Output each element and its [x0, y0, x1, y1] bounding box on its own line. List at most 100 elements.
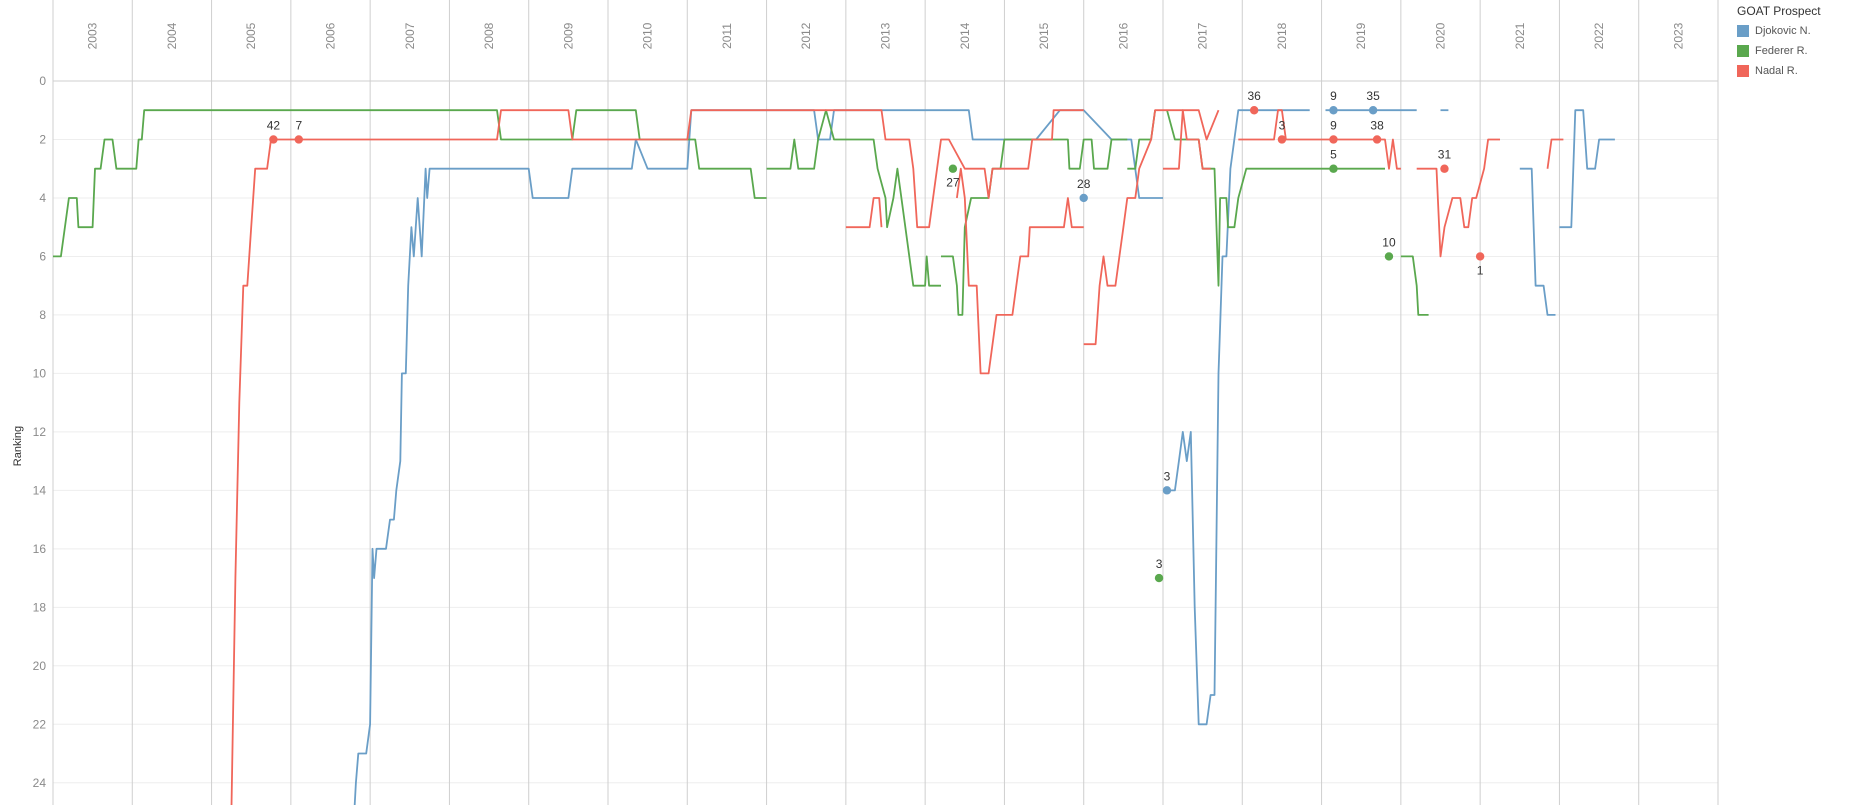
data-point-marker — [1440, 164, 1449, 173]
legend: GOAT Prospect Djokovic N. Federer R. Nadal… — [1737, 4, 1849, 81]
year-label: 2007 — [403, 22, 417, 49]
year-label: 2016 — [1116, 22, 1130, 49]
data-point-label: 42 — [267, 118, 281, 132]
legend-swatch — [1737, 25, 1749, 37]
y-tick-label: 2 — [39, 132, 46, 146]
year-label: 2003 — [86, 22, 100, 49]
year-label: 2004 — [165, 22, 179, 49]
year-columns: 2003 2004 2005 2006 2007 2008 2009 2010 2011 2012… — [52, 0, 1719, 805]
year-label: 2018 — [1275, 22, 1289, 49]
series-line-djokovic-n — [1559, 109, 1615, 229]
legend-item[interactable]: Nadal R. — [1737, 61, 1849, 81]
ranking-line-chart: 2003 2004 2005 2006 2007 2008 2009 2010 2011 2012… — [12, 0, 1719, 805]
y-tick-label: 0 — [39, 74, 46, 88]
y-tick-label: 18 — [33, 600, 47, 614]
series-line-nadal-r — [230, 109, 1084, 805]
year-label: 2023 — [1671, 22, 1685, 49]
legend-title: GOAT Prospect — [1737, 4, 1821, 18]
data-point-marker — [1329, 106, 1338, 115]
legend-swatch — [1737, 45, 1749, 57]
y-gridlines — [53, 80, 1718, 784]
series-line-federer-r — [1400, 255, 1429, 316]
data-point-marker — [1372, 135, 1382, 144]
series-line-federer-r — [941, 138, 1128, 316]
year-label: 2010 — [641, 22, 655, 49]
year-label: 2020 — [1434, 22, 1448, 49]
year-label: 2008 — [482, 22, 496, 49]
legend-item[interactable]: Federer R. — [1737, 41, 1849, 61]
series-line-federer-r — [53, 109, 767, 258]
year-label: 2022 — [1592, 22, 1606, 49]
data-point-marker — [1329, 135, 1338, 144]
data-point-marker — [1277, 135, 1287, 144]
year-label: 2019 — [1354, 22, 1368, 49]
legend-label: Federer R. — [1755, 45, 1808, 57]
series-line-djokovic-n — [1519, 167, 1556, 316]
y-tick-label: 20 — [33, 659, 47, 673]
year-label: 2005 — [244, 22, 258, 49]
y-tick-label: 14 — [33, 483, 47, 497]
y-tick-label: 4 — [39, 191, 46, 205]
series-line-federer-r — [766, 109, 941, 287]
data-point-marker — [1329, 164, 1338, 173]
legend-swatch — [1737, 65, 1749, 77]
y-axis-title: Ranking — [12, 426, 24, 466]
series-line-nadal-r — [1416, 138, 1500, 258]
y-tick-label: 12 — [33, 425, 47, 439]
year-label: 2013 — [879, 22, 893, 49]
y-tick-label: 16 — [33, 542, 47, 556]
legend-items: Djokovic N. Federer R. Nadal R. — [1737, 21, 1849, 81]
data-point-label: 3 — [1156, 557, 1163, 571]
year-label: 2009 — [561, 22, 575, 49]
data-point-label: 38 — [1370, 118, 1384, 132]
series-line-djokovic-n — [353, 109, 1163, 805]
y-tick-label: 24 — [33, 776, 47, 790]
data-point-marker — [1475, 252, 1485, 261]
series-markers: 3 28 9 35 10 3 27 5 42 7 3 36 9 38 31 1 — [267, 89, 1485, 583]
data-point-marker — [1154, 573, 1164, 583]
year-label: 2011 — [720, 23, 734, 49]
data-point-marker — [1368, 106, 1378, 115]
data-point-label: 31 — [1438, 148, 1452, 162]
data-point-label: 9 — [1330, 89, 1337, 103]
data-point-marker — [1079, 193, 1088, 203]
data-point-marker — [294, 135, 303, 144]
y-tick-label: 10 — [33, 366, 47, 380]
data-point-label: 35 — [1366, 89, 1380, 103]
data-point-label: 36 — [1247, 89, 1261, 103]
data-point-marker — [948, 164, 958, 173]
year-label: 2012 — [799, 22, 813, 49]
data-point-label: 28 — [1077, 177, 1091, 191]
series-line-nadal-r — [1163, 109, 1220, 170]
series-line-nadal-r — [1546, 138, 1564, 169]
y-tick-label: 8 — [39, 308, 46, 322]
year-label: 2006 — [324, 22, 338, 49]
data-point-label: 10 — [1382, 235, 1396, 249]
legend-label: Nadal R. — [1755, 65, 1798, 77]
series-line-nadal-r — [1238, 109, 1401, 170]
y-tick-label: 6 — [39, 249, 46, 263]
y-tick-label: 22 — [33, 717, 47, 731]
series-line-nadal-r — [845, 197, 883, 229]
year-label: 2017 — [1196, 22, 1210, 49]
year-label: 2014 — [958, 22, 972, 49]
data-point-marker — [1384, 252, 1394, 261]
data-point-marker — [1162, 486, 1172, 495]
data-point-label: 27 — [946, 176, 960, 190]
series-lines — [53, 109, 1615, 805]
legend-label: Djokovic N. — [1755, 25, 1811, 37]
series-line-nadal-r — [956, 167, 1084, 375]
year-label: 2015 — [1037, 22, 1051, 49]
year-label: 2021 — [1513, 22, 1527, 49]
data-point-label: 3 — [1279, 118, 1286, 132]
data-point-label: 1 — [1477, 263, 1484, 277]
series-line-nadal-r — [1083, 109, 1211, 346]
data-point-label: 3 — [1164, 469, 1171, 483]
data-point-label: 5 — [1330, 148, 1337, 162]
data-point-label: 9 — [1330, 118, 1337, 132]
data-point-label: 7 — [295, 118, 302, 132]
legend-item[interactable]: Djokovic N. — [1737, 21, 1849, 41]
data-point-marker — [1249, 106, 1259, 115]
data-point-marker — [269, 135, 278, 144]
